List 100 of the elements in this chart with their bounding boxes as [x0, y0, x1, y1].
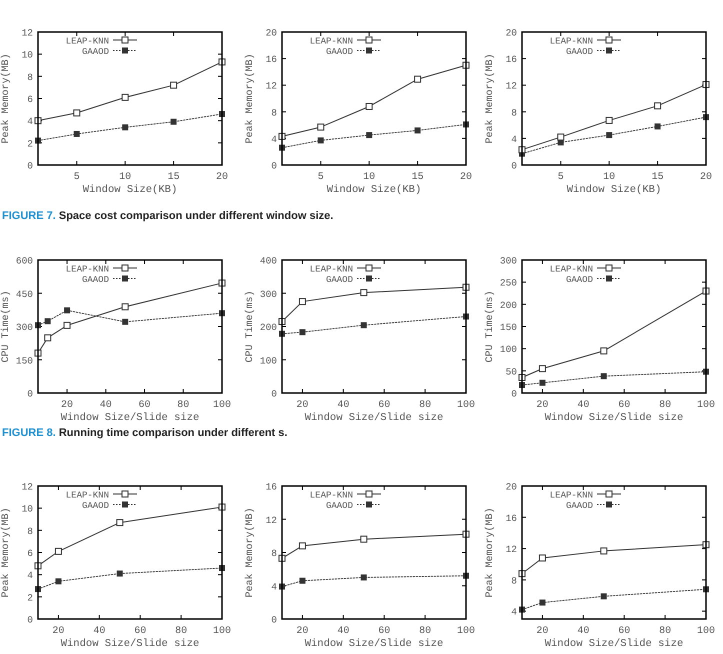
point [606, 116, 613, 124]
x-tick-label: 100 [696, 626, 716, 637]
x-tick-label: 40 [337, 626, 350, 637]
y-tick-label: 20 [266, 28, 278, 38]
legend-label: LEAP-KNN [550, 36, 593, 46]
x-tick-label: 40 [577, 626, 590, 637]
y-tick-label: 300 [500, 256, 518, 266]
caption: FIGURE 7. Space cost comparison under different window size. [2, 210, 334, 222]
y-tick-label: 8 [271, 107, 278, 118]
point [54, 548, 62, 555]
y-tick-label: 12 [266, 514, 278, 526]
y-tick-label: 4 [271, 134, 278, 145]
legend-label: LEAP-KNN [310, 36, 353, 46]
x-tick-label: 80 [419, 626, 432, 637]
point [299, 329, 306, 336]
x-tick-label: 10 [603, 172, 616, 183]
x-tick-label: 80 [659, 400, 672, 411]
y-axis-title: Peak Memory(MB) [0, 507, 12, 598]
y-tick-label: 4 [511, 606, 518, 618]
point [600, 547, 608, 554]
y-tick-label: 0 [27, 614, 34, 626]
y-tick-label: 150 [500, 322, 518, 333]
y-axis-title: Peak Memory(MB) [244, 53, 256, 144]
legend-label: GAAOD [326, 47, 353, 57]
point [298, 298, 306, 306]
y-axis-title: CPU Time(ms) [484, 290, 496, 363]
point [654, 102, 662, 110]
y-tick-label: 10 [22, 504, 34, 515]
x-axis-title: Window Size(KB) [566, 184, 662, 196]
y-tick-label: 50 [506, 366, 518, 378]
legend-label: LEAP-KNN [66, 264, 109, 274]
y-tick-label: 0 [511, 160, 518, 172]
x-axis-title: Window Size/Slide size [544, 638, 684, 650]
legend-label: GAAOD [566, 275, 593, 285]
x-tick-label: 40 [100, 400, 112, 411]
y-tick-label: 0 [27, 160, 34, 172]
legend-label: GAAOD [326, 275, 353, 285]
x-axis-title: Window Size/Slide size [544, 412, 684, 424]
x-tick-label: 20 [61, 400, 74, 411]
x-tick-label: 20 [296, 400, 308, 411]
x-tick-label: 20 [536, 626, 548, 637]
point [360, 574, 367, 580]
point [122, 94, 129, 101]
y-tick-label: 300 [16, 322, 34, 333]
point [122, 124, 128, 130]
y-axis-title: Peak Memory(MB) [484, 53, 496, 144]
legend-label: LEAP-KNN [310, 490, 353, 500]
y-tick-label: 12 [22, 482, 34, 492]
point [170, 118, 177, 125]
x-tick-label: 40 [577, 400, 590, 411]
point [55, 578, 62, 584]
legend-label: GAAOD [82, 47, 109, 57]
y-axis-title: Peak Memory(MB) [0, 53, 12, 144]
y-tick-label: 0 [27, 388, 34, 400]
x-axis-title: Window Size/Slide size [304, 412, 444, 424]
x-tick-label: 80 [659, 626, 672, 637]
x-tick-label: 100 [696, 400, 716, 411]
y-tick-label: 400 [260, 256, 278, 266]
x-tick-label: 20 [536, 400, 548, 411]
x-tick-label: 15 [412, 172, 424, 183]
x-tick-label: 5 [318, 172, 324, 183]
x-tick-label: 40 [93, 626, 106, 637]
point [360, 536, 368, 543]
x-tick-label: 20 [460, 172, 472, 183]
legend-label: GAAOD [326, 501, 353, 511]
y-tick-label: 200 [260, 322, 278, 333]
y-tick-label: 0 [271, 160, 278, 172]
x-tick-label: 20 [216, 172, 228, 183]
y-tick-label: 4 [27, 570, 34, 582]
point [539, 600, 546, 606]
x-tick-label: 100 [456, 626, 476, 637]
legend-label: LEAP-KNN [66, 36, 109, 46]
y-tick-label: 12 [506, 544, 518, 556]
x-tick-label: 60 [618, 626, 630, 637]
y-tick-label: 250 [500, 278, 518, 289]
y-tick-label: 600 [16, 256, 34, 266]
x-tick-label: 5 [74, 172, 80, 183]
point [539, 380, 546, 386]
y-tick-label: 0 [271, 614, 278, 626]
point [298, 542, 306, 550]
y-tick-label: 10 [22, 50, 34, 61]
point [44, 334, 52, 342]
y-tick-label: 100 [500, 344, 518, 356]
y-axis-title: Peak Memory(MB) [244, 507, 256, 598]
legend-label: GAAOD [82, 275, 109, 285]
point [317, 124, 324, 131]
x-tick-label: 60 [138, 400, 151, 411]
y-tick-label: 200 [500, 300, 518, 311]
legend-label: LEAP-KNN [550, 490, 593, 500]
point [44, 318, 51, 324]
point [299, 578, 306, 584]
y-tick-label: 2 [27, 138, 34, 150]
x-tick-label: 80 [177, 400, 190, 411]
y-tick-label: 20 [506, 482, 518, 492]
point [538, 554, 546, 562]
x-tick-label: 40 [337, 400, 350, 411]
legend-label: GAAOD [82, 501, 109, 511]
y-tick-label: 4 [27, 116, 34, 128]
y-tick-label: 8 [27, 72, 34, 83]
legend-label: LEAP-KNN [550, 264, 593, 274]
